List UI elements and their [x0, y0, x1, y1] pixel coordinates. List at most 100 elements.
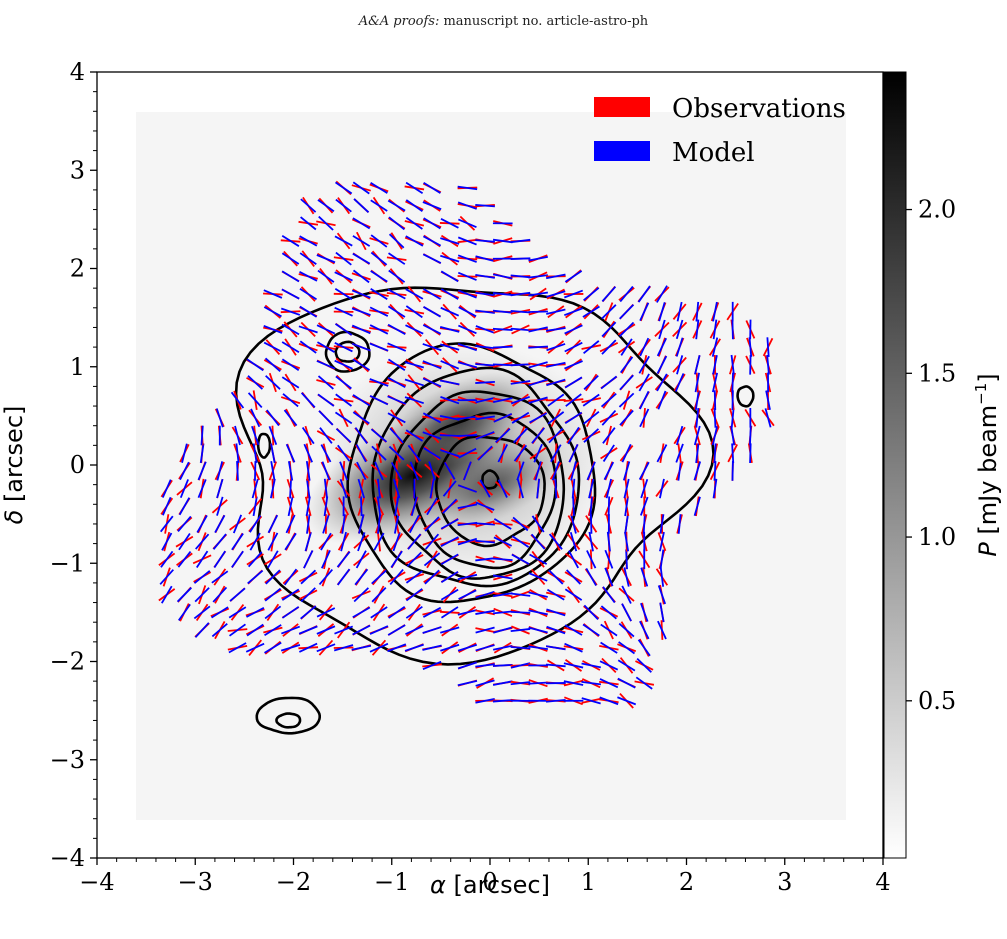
model-vector: [674, 373, 685, 392]
contour-line: [346, 342, 597, 604]
model-vector: [657, 620, 667, 640]
model-vector: [564, 642, 583, 653]
model-vector: [443, 461, 456, 480]
model-vector: [624, 514, 629, 534]
model-vector: [675, 319, 684, 340]
model-vector: [528, 378, 548, 387]
model-vector: [493, 536, 513, 547]
model-vector: [407, 533, 422, 550]
model-vector: [404, 396, 424, 405]
model-vector: [334, 359, 353, 370]
model-vector: [405, 625, 424, 636]
legend-swatch-model: [594, 141, 650, 161]
model-vector: [583, 287, 600, 302]
model-vector: [266, 409, 280, 427]
model-vector: [387, 305, 406, 318]
model-vector: [370, 251, 388, 266]
model-vector: [624, 531, 630, 552]
model-vector: [357, 532, 366, 552]
model-vector: [289, 478, 292, 499]
model-vector: [440, 343, 460, 351]
colorbar-tick-label: 2.0: [918, 196, 956, 224]
model-vector: [638, 373, 650, 392]
model-vector: [405, 324, 424, 335]
model-vector: [528, 572, 548, 582]
model-vector: [334, 341, 353, 353]
model-vector: [548, 569, 564, 585]
legend-swatch-observations: [594, 97, 650, 117]
model-vector: [749, 443, 752, 464]
model-vector: [604, 549, 614, 569]
model-vector: [267, 514, 279, 534]
model-vector: [564, 624, 583, 636]
model-vector: [694, 355, 701, 375]
model-vector: [280, 307, 301, 316]
model-vector: [340, 531, 347, 552]
model-vector: [252, 443, 258, 464]
model-vector: [695, 301, 700, 322]
model-vector: [582, 305, 600, 318]
x-tick-label: −2: [276, 868, 311, 896]
legend: Observations Model: [594, 94, 846, 168]
model-vector: [602, 444, 615, 462]
model-vector: [513, 444, 528, 462]
model-vector: [511, 535, 530, 548]
model-vector: [422, 235, 442, 247]
model-vector: [458, 306, 477, 318]
model-vector: [550, 444, 562, 463]
model-vector: [637, 285, 651, 303]
model-vector: [546, 361, 566, 368]
x-tick-label: −4: [79, 868, 114, 896]
model-vector: [695, 407, 700, 428]
model-vector: [623, 567, 630, 587]
model-vector: [212, 586, 228, 603]
model-vector: [440, 288, 459, 300]
model-vector: [497, 479, 508, 498]
model-vector: [475, 363, 495, 367]
model-vector: [570, 461, 577, 481]
model-vector: [492, 699, 513, 703]
model-vector: [547, 411, 565, 425]
model-vector: [283, 409, 298, 427]
model-vector: [199, 443, 205, 464]
model-vector: [370, 199, 388, 212]
model-vector: [440, 217, 459, 229]
model-vector: [422, 644, 442, 651]
model-vector: [215, 408, 224, 428]
contour-line-small: [324, 330, 371, 373]
model-vector: [582, 393, 600, 407]
model-vector: [424, 516, 440, 532]
model-vector: [339, 461, 349, 481]
model-vector: [318, 410, 334, 426]
model-vector: [404, 643, 424, 652]
model-vector: [388, 605, 406, 619]
model-vector: [657, 585, 667, 605]
y-tick-label: 2: [70, 255, 85, 283]
model-vector: [405, 605, 423, 619]
model-vector: [493, 413, 513, 423]
model-vector: [177, 515, 192, 533]
header-journal: A&A proofs:: [358, 14, 440, 29]
model-vector: [303, 550, 314, 569]
model-vector: [571, 478, 576, 499]
model-vector: [617, 696, 637, 706]
model-vector: [621, 443, 632, 463]
model-vector: [334, 271, 353, 282]
contour-line-small: [275, 712, 302, 729]
model-vector: [300, 605, 317, 620]
model-vector: [621, 585, 632, 604]
model-vector: [475, 697, 495, 704]
model-vector: [546, 308, 566, 315]
model-vector: [394, 496, 400, 517]
model-vector: [317, 269, 335, 283]
model-vector: [387, 288, 406, 300]
model-vector: [369, 395, 389, 406]
model-vector: [304, 531, 312, 552]
model-vector: [316, 341, 335, 353]
model-vector: [263, 289, 283, 299]
model-vector: [387, 412, 406, 424]
model-vector: [601, 286, 617, 302]
model-vector: [369, 324, 389, 335]
model-vector: [264, 357, 281, 372]
model-vector: [581, 680, 602, 686]
